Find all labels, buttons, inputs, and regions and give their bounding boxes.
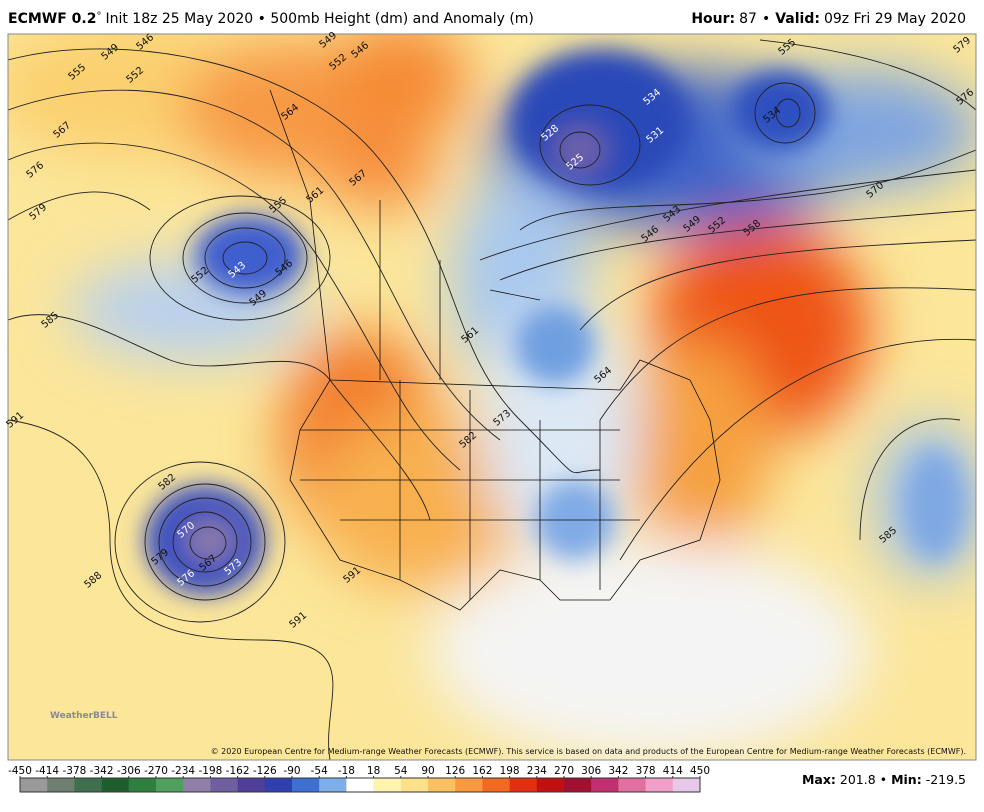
colorbar-tick-label: 126 [445, 765, 465, 777]
map: WeatherBELL © 2020 European Centre for M… [8, 34, 976, 760]
colorbar-cell [237, 778, 266, 792]
logo: WeatherBELL [50, 711, 118, 721]
colorbar-cell [74, 778, 103, 792]
colorbar-tick-label: -54 [311, 765, 328, 777]
max-label: Max: [802, 772, 836, 787]
height-contours [8, 39, 976, 760]
colorbar-cell [292, 778, 320, 792]
map-frame [7, 33, 977, 761]
colorbar-tick-label: 162 [472, 765, 492, 777]
colorbar-tick-label: -162 [226, 765, 250, 777]
max: 201.8 [840, 772, 876, 787]
colorbar-tick-label: -198 [198, 765, 222, 777]
colorbar-tick-label: 414 [663, 765, 683, 777]
colorbar-tick-label: -126 [253, 765, 277, 777]
colorbar-tick-label: -342 [90, 765, 114, 777]
colorbar-cell [346, 778, 375, 792]
description: Init 18z 25 May 2020 • 500mb Height (dm)… [105, 11, 533, 27]
degree: ° [96, 11, 101, 22]
colorbar-cell [319, 778, 347, 792]
colorbar-tick-label: 378 [636, 765, 656, 777]
colorbar-cell [509, 778, 538, 792]
colorbar-cell [536, 778, 565, 792]
colorbar-cell [128, 778, 157, 792]
colorbar-frame [19, 777, 701, 793]
hour-label: Hour: [691, 11, 735, 27]
title: ECMWF 0.2° Init 18z 25 May 2020 • 500mb H… [8, 11, 534, 27]
colorbar-cell [183, 778, 211, 792]
min: -219.5 [926, 772, 966, 787]
colorbar-tick-label: 198 [500, 765, 520, 777]
colorbar-cell [455, 778, 483, 792]
colorbar-cell [210, 778, 239, 792]
colorbar-cell [156, 778, 184, 792]
hour: 87 [739, 11, 757, 27]
colorbar-tick-label: -90 [283, 765, 300, 777]
colorbar-cell [101, 778, 130, 792]
colorbar-cell [618, 778, 647, 792]
colorbar-tick-label: -270 [144, 765, 168, 777]
copyright: © 2020 European Centre for Medium-range … [211, 747, 966, 756]
colorbar-tick-label: 450 [690, 765, 710, 777]
colorbar-tick-label: -306 [117, 765, 141, 777]
colorbar-tick-label: 306 [581, 765, 601, 777]
extremes: Max: 201.8 • Min: -219.5 [802, 772, 966, 787]
colorbar-tick-label: 270 [554, 765, 574, 777]
colorbar-cell [47, 778, 75, 792]
colorbar-cell [482, 778, 511, 792]
colorbar-tick-label: 234 [527, 765, 547, 777]
colorbar-cell [428, 778, 456, 792]
colorbar-tick-label: -378 [62, 765, 86, 777]
boundaries [269, 89, 721, 611]
colorbar-tick-label: 18 [367, 765, 380, 777]
colorbar-cell [672, 778, 701, 792]
colorbar-tick-label: 342 [608, 765, 628, 777]
colorbar-tick-label: -414 [35, 765, 59, 777]
colorbar-tick-label: -450 [8, 765, 32, 777]
separator: • [762, 11, 770, 27]
colorbar-tick-label: 54 [394, 765, 408, 777]
valid-info: Hour: 87 • Valid: 09z Fri 29 May 2020 [691, 11, 966, 27]
valid-label: Valid: [775, 11, 820, 27]
colorbar-cell [373, 778, 402, 792]
colorbar-cell [400, 778, 429, 792]
colorbar-cell [264, 778, 293, 792]
colorbar-cell [20, 778, 48, 792]
colorbar-cell [645, 778, 674, 792]
colorbar-cell [591, 778, 619, 792]
colorbar-tick-label: -18 [338, 765, 355, 777]
min-label: Min: [891, 772, 922, 787]
colorbar-tick-label: -234 [171, 765, 195, 777]
separator: • [880, 772, 887, 787]
model: ECMWF 0.2 [8, 11, 96, 27]
colorbar-cell [564, 778, 592, 792]
colorbar-tick-label: 90 [421, 765, 434, 777]
valid: 09z Fri 29 May 2020 [824, 11, 966, 27]
colorbar: -450 -414 -378 -342 -306 -270 -234 -198 -162 -126… [8, 765, 710, 793]
